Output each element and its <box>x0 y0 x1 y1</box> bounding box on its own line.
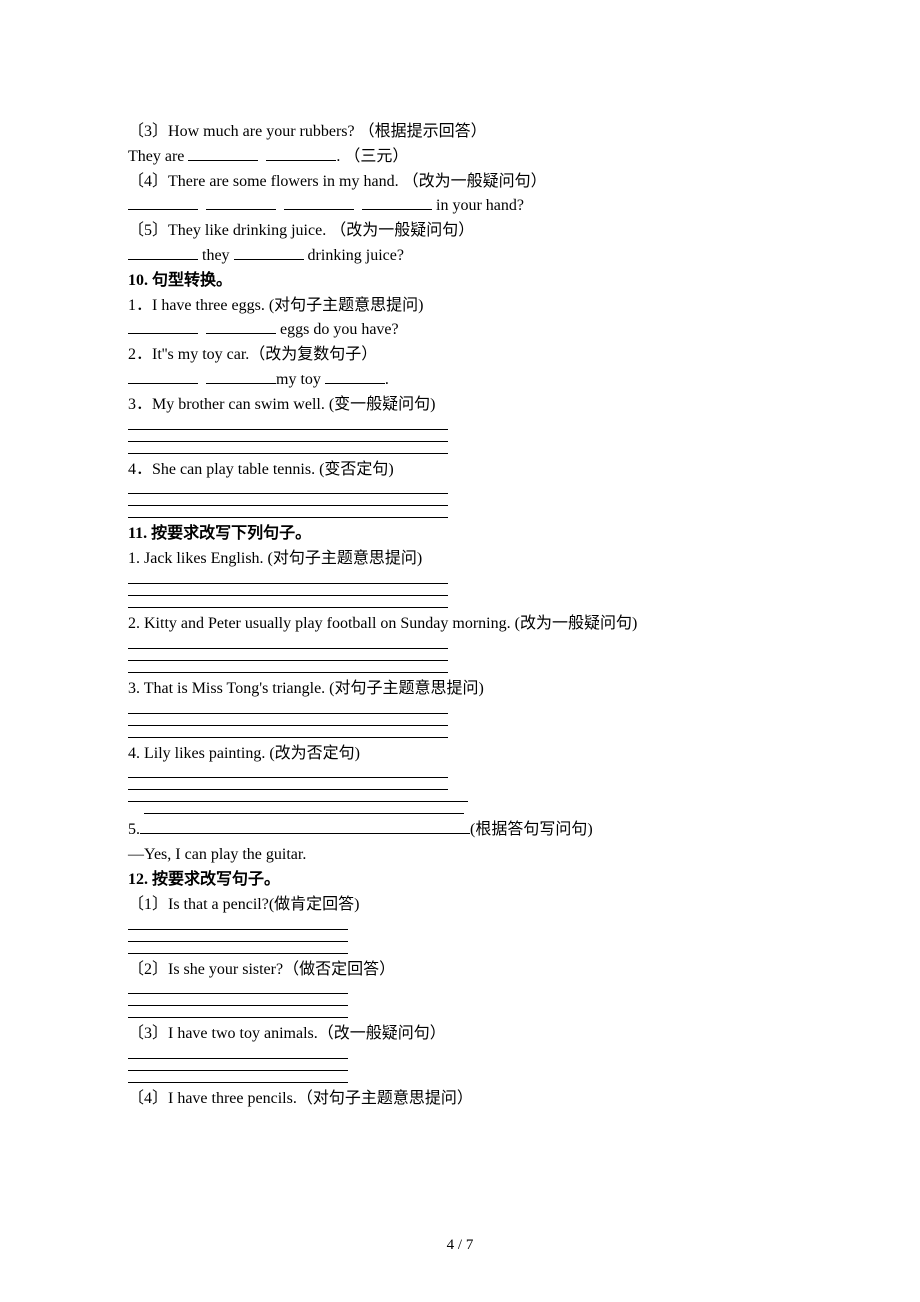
answer-line <box>128 586 448 596</box>
q4-text: There are some flowers in my hand. （改为一般… <box>168 173 547 190</box>
answer-line <box>128 444 448 454</box>
blank <box>284 194 354 210</box>
answer-line <box>128 1049 348 1059</box>
answer-line <box>128 484 448 494</box>
q3-answer-prefix: They are <box>128 148 188 165</box>
answer-line <box>128 574 448 584</box>
s12-item-1: 〔1〕Is that a pencil?(做肯定回答) <box>128 893 792 918</box>
q3-answer-suffix: . （三元） <box>336 148 408 165</box>
question-3-answer: They are . （三元） <box>128 145 792 170</box>
s11-i5-suffix: (根据答句写问句) <box>470 821 593 838</box>
answer-line <box>128 1008 348 1018</box>
answer-line <box>128 1073 348 1083</box>
s10-item-1-answer: eggs do you have? <box>128 318 792 343</box>
q5-prefix: 〔5〕 <box>128 222 168 239</box>
blank <box>128 368 198 384</box>
blank <box>128 318 198 334</box>
blank <box>325 368 385 384</box>
answer-line <box>128 651 448 661</box>
q4-prefix: 〔4〕 <box>128 173 168 190</box>
s12-item-4: 〔4〕I have three pencils.（对句子主题意思提问） <box>128 1087 792 1112</box>
answer-line <box>128 780 448 790</box>
answer-line <box>128 639 448 649</box>
blank <box>188 145 258 161</box>
s11-item-3: 3. That is Miss Tong's triangle. (对句子主题意… <box>128 677 792 702</box>
answer-line <box>128 768 448 778</box>
answer-line <box>144 804 464 814</box>
blank <box>140 818 470 834</box>
blank <box>234 244 304 260</box>
s11-item-2: 2. Kitty and Peter usually play football… <box>128 612 792 637</box>
s11-item-1: 1. Jack likes English. (对句子主题意思提问) <box>128 547 792 572</box>
s11-item-5: 5. (根据答句写问句) <box>128 818 792 843</box>
answer-line <box>128 420 448 430</box>
section-12-heading: 12. 按要求改写句子。 <box>128 868 792 893</box>
page-content: 〔3〕How much are your rubbers? （根据提示回答） T… <box>0 0 920 1112</box>
answer-line <box>128 792 468 802</box>
blank <box>206 318 276 334</box>
s12-item-2: 〔2〕Is she your sister?（做否定回答） <box>128 958 792 983</box>
answer-line <box>128 984 348 994</box>
answer-line <box>128 728 448 738</box>
question-4: 〔4〕There are some flowers in my hand. （改… <box>128 170 792 195</box>
answer-line <box>128 996 348 1006</box>
section-10-heading: 10. 句型转换。 <box>128 269 792 294</box>
s10-item-2-answer: my toy . <box>128 368 792 393</box>
s10-item-2: 2．It''s my toy car.（改为复数句子） <box>128 343 792 368</box>
s10-item-3: 3．My brother can swim well. (变一般疑问句) <box>128 393 792 418</box>
blank <box>206 194 276 210</box>
answer-line <box>128 932 348 942</box>
q4-tail: in your hand? <box>432 197 524 214</box>
blank <box>128 244 198 260</box>
page-number: 4 / 7 <box>0 1237 920 1254</box>
blank <box>266 145 336 161</box>
question-3: 〔3〕How much are your rubbers? （根据提示回答） <box>128 120 792 145</box>
q5-mid2: drinking juice? <box>304 247 404 264</box>
answer-line <box>128 944 348 954</box>
answer-line <box>128 704 448 714</box>
s11-i5-prefix: 5. <box>128 821 140 838</box>
question-5: 〔5〕They like drinking juice. （改为一般疑问句） <box>128 219 792 244</box>
s10-item-4: 4．She can play table tennis. (变否定句) <box>128 458 792 483</box>
blank <box>362 194 432 210</box>
s12-item-3: 〔3〕I have two toy animals.（改一般疑问句） <box>128 1022 792 1047</box>
s11-item-5-answer: —Yes, I can play the guitar. <box>128 843 792 868</box>
q5-text: They like drinking juice. （改为一般疑问句） <box>168 222 474 239</box>
s10-i1-tail: eggs do you have? <box>276 321 399 338</box>
answer-line <box>128 598 448 608</box>
answer-line <box>128 920 348 930</box>
answer-line <box>128 496 448 506</box>
blank <box>128 194 198 210</box>
q3-text: How much are your rubbers? （根据提示回答） <box>168 123 487 140</box>
s11-item-4: 4. Lily likes painting. (改为否定句) <box>128 742 792 767</box>
answer-line <box>128 508 448 518</box>
q5-mid1: they <box>198 247 234 264</box>
answer-line <box>128 716 448 726</box>
answer-line <box>128 663 448 673</box>
s10-i2-mid: my toy <box>276 371 325 388</box>
blank <box>206 368 276 384</box>
answer-line <box>128 432 448 442</box>
section-11-heading: 11. 按要求改写下列句子。 <box>128 522 792 547</box>
question-5-answer: they drinking juice? <box>128 244 792 269</box>
s10-item-1: 1．I have three eggs. (对句子主题意思提问) <box>128 294 792 319</box>
question-4-answer: in your hand? <box>128 194 792 219</box>
answer-line <box>128 1061 348 1071</box>
q3-prefix: 〔3〕 <box>128 123 168 140</box>
